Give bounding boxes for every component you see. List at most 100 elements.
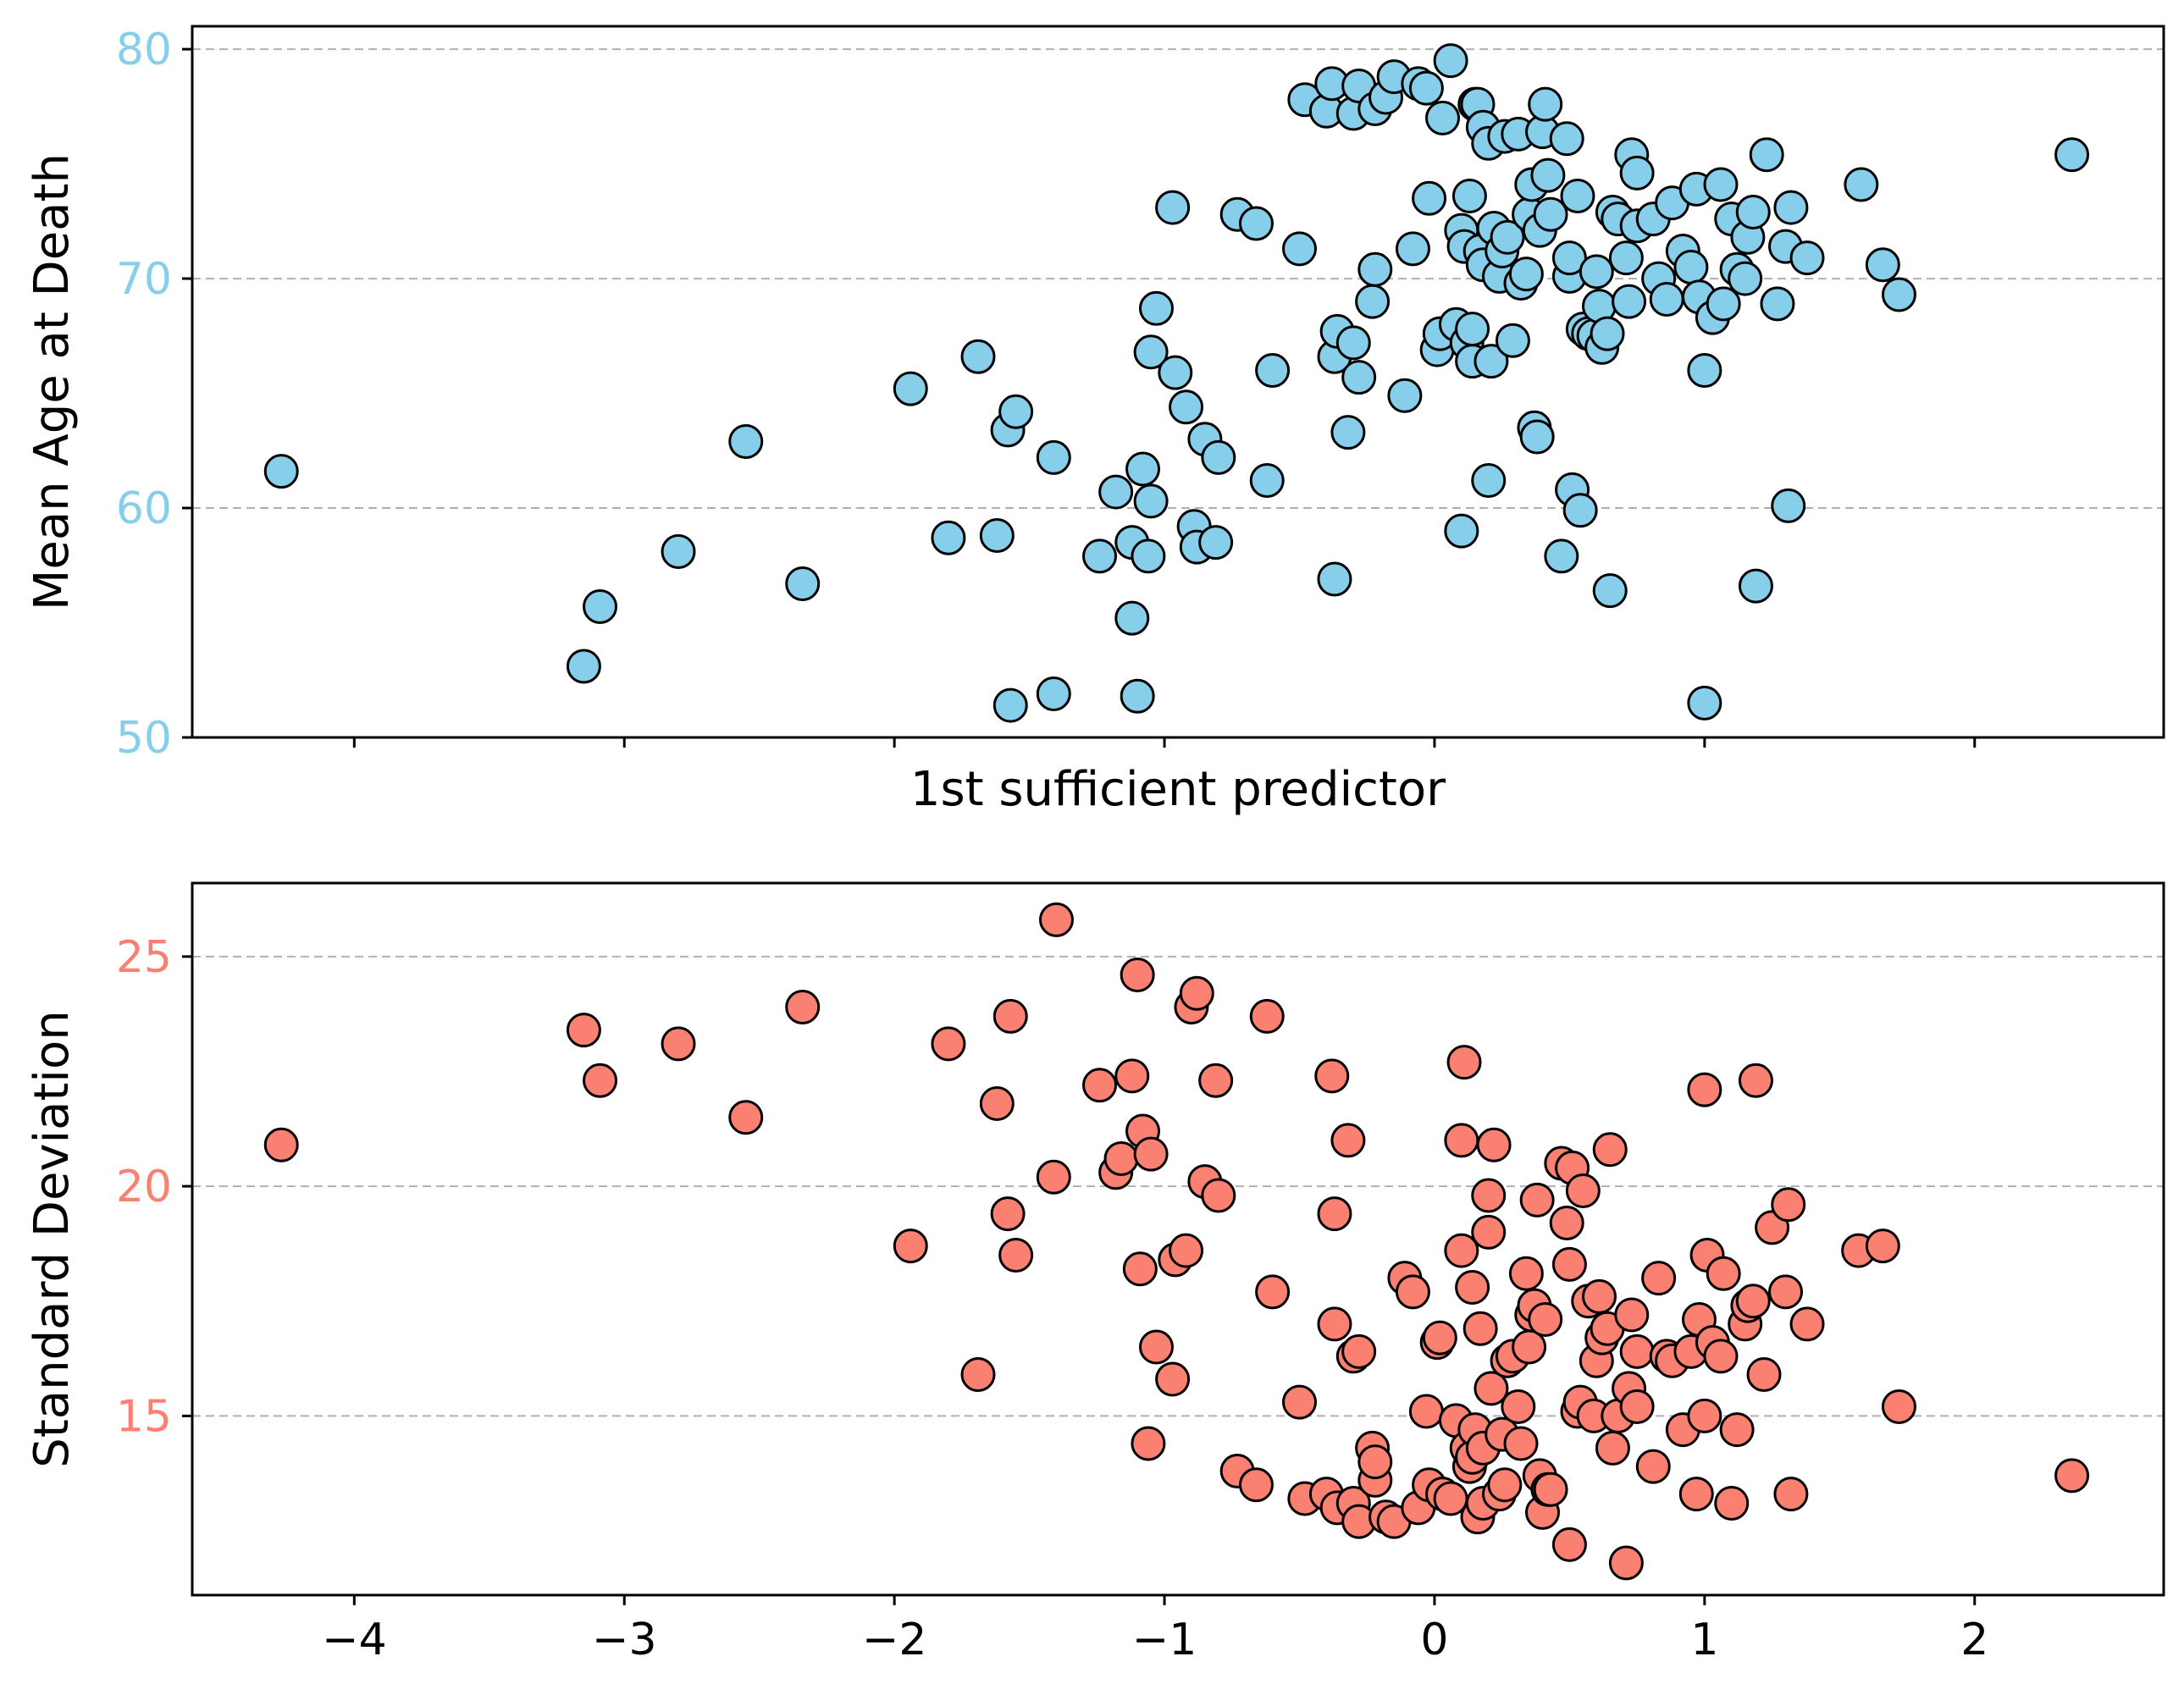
data-point-112 bbox=[1595, 1430, 1630, 1466]
data-point-1 bbox=[566, 649, 601, 684]
data-point-98 bbox=[1549, 121, 1584, 157]
data-point-8 bbox=[960, 339, 996, 374]
data-point-144 bbox=[1844, 167, 1879, 202]
data-point-136 bbox=[1735, 194, 1771, 229]
data-point-100 bbox=[1551, 240, 1587, 276]
data-point-95 bbox=[1530, 157, 1566, 193]
data-point-143 bbox=[1789, 240, 1825, 276]
data-point-117 bbox=[1619, 1333, 1655, 1369]
data-point-44 bbox=[1330, 1123, 1366, 1158]
data-point-111 bbox=[1592, 573, 1628, 609]
data-point-36 bbox=[1255, 352, 1291, 388]
data-point-139 bbox=[1746, 1357, 1782, 1393]
data-point-24 bbox=[1138, 290, 1174, 326]
data-point-116 bbox=[1614, 1297, 1650, 1333]
data-point-5 bbox=[785, 989, 821, 1024]
data-point-120 bbox=[1641, 1261, 1677, 1296]
data-point-37 bbox=[1282, 231, 1318, 267]
data-point-42 bbox=[1317, 1306, 1352, 1342]
data-point-55 bbox=[1395, 1274, 1430, 1310]
data-point-50 bbox=[1357, 251, 1393, 287]
data-point-22 bbox=[1133, 483, 1169, 519]
y-axis-title-std-dev: Standard Deviation bbox=[25, 1010, 80, 1467]
y-tick-label-20: 20 bbox=[116, 1162, 172, 1212]
data-point-76 bbox=[1471, 1214, 1507, 1250]
data-point-34 bbox=[1238, 1467, 1274, 1503]
data-point-9 bbox=[979, 1085, 1015, 1121]
mean-age-ticks: 50 60 70 80 bbox=[116, 25, 1977, 764]
data-point-77 bbox=[1471, 1178, 1507, 1213]
data-point-55 bbox=[1395, 231, 1430, 267]
data-point-146 bbox=[1865, 1228, 1900, 1264]
data-point-76 bbox=[1471, 463, 1507, 499]
data-point-132 bbox=[1706, 1256, 1741, 1291]
data-point-66 bbox=[1446, 1045, 1482, 1080]
y-axis-title-mean-age: Mean Age at Death bbox=[25, 153, 80, 610]
x-axis-title: 1st sufficient predictor bbox=[910, 762, 1446, 817]
y-tick-label-25: 25 bbox=[116, 932, 172, 983]
data-point-147 bbox=[1881, 1389, 1916, 1425]
y-tick-label-50: 50 bbox=[116, 713, 172, 764]
data-point-31 bbox=[1198, 1063, 1234, 1098]
data-point-16 bbox=[1098, 474, 1134, 510]
data-point-35 bbox=[1249, 998, 1285, 1034]
data-point-148 bbox=[2054, 1458, 2090, 1493]
data-point-49 bbox=[1355, 284, 1391, 319]
data-point-32 bbox=[1201, 439, 1236, 475]
data-point-98 bbox=[1549, 1206, 1584, 1241]
data-point-31 bbox=[1198, 525, 1234, 560]
data-point-147 bbox=[2054, 137, 2090, 173]
data-point-13 bbox=[1036, 1159, 1071, 1195]
data-point-58 bbox=[1412, 180, 1447, 216]
x-tick-label--2: −2 bbox=[862, 1615, 927, 1665]
data-point-12 bbox=[992, 687, 1028, 723]
data-point-85 bbox=[1501, 1389, 1536, 1425]
data-point-41 bbox=[1317, 1196, 1352, 1232]
x-tick-label-0: 0 bbox=[1420, 1615, 1448, 1665]
data-point-127 bbox=[1687, 1072, 1722, 1107]
data-point-102 bbox=[1560, 179, 1595, 214]
std-dev-plot-frame bbox=[191, 881, 2165, 1597]
data-point-0 bbox=[263, 454, 299, 489]
data-point-127 bbox=[1687, 352, 1722, 388]
data-point-2 bbox=[583, 1063, 618, 1098]
data-point-60 bbox=[1422, 1320, 1457, 1355]
data-point-47 bbox=[1341, 1333, 1377, 1369]
data-point-14 bbox=[1036, 439, 1071, 475]
x-tick-label-2: 2 bbox=[1960, 1615, 1988, 1665]
data-point-142 bbox=[1773, 190, 1809, 225]
data-point-4 bbox=[728, 423, 764, 459]
data-point-18 bbox=[1114, 1058, 1150, 1094]
data-point-125 bbox=[1678, 1477, 1714, 1512]
mean-age-panel: 50 60 70 80 1st sufficient predictor Mean A… bbox=[25, 25, 2165, 817]
data-point-27 bbox=[1169, 389, 1204, 425]
data-point-3 bbox=[661, 1026, 696, 1062]
data-point-7 bbox=[931, 520, 966, 555]
data-point-61 bbox=[1425, 100, 1461, 135]
data-point-87 bbox=[1508, 1256, 1544, 1291]
data-point-15 bbox=[1082, 1068, 1118, 1103]
std-dev-gridlines bbox=[192, 955, 2164, 1417]
data-point-91 bbox=[1519, 419, 1555, 455]
data-point-146 bbox=[1881, 277, 1916, 312]
data-point-17 bbox=[1103, 1141, 1139, 1177]
data-point-10 bbox=[990, 1196, 1026, 1232]
data-point-128 bbox=[1687, 685, 1722, 721]
data-point-46 bbox=[1335, 325, 1371, 361]
data-point-141 bbox=[1771, 488, 1806, 523]
y-tick-label-15: 15 bbox=[116, 1391, 172, 1442]
data-point-22 bbox=[1131, 1426, 1166, 1461]
mean-age-plot-frame bbox=[191, 25, 2165, 739]
data-point-3 bbox=[661, 534, 696, 570]
data-point-21 bbox=[1131, 538, 1166, 574]
data-point-142 bbox=[1771, 1187, 1806, 1223]
data-point-14 bbox=[1038, 902, 1074, 937]
data-point-5 bbox=[785, 566, 821, 601]
data-point-119 bbox=[1635, 1449, 1671, 1484]
data-point-104 bbox=[1565, 1173, 1601, 1209]
data-point-18 bbox=[1114, 600, 1150, 636]
data-point-139 bbox=[1760, 286, 1795, 322]
data-point-141 bbox=[1768, 1274, 1804, 1310]
data-point-131 bbox=[1703, 1339, 1739, 1374]
data-point-62 bbox=[1433, 43, 1468, 79]
